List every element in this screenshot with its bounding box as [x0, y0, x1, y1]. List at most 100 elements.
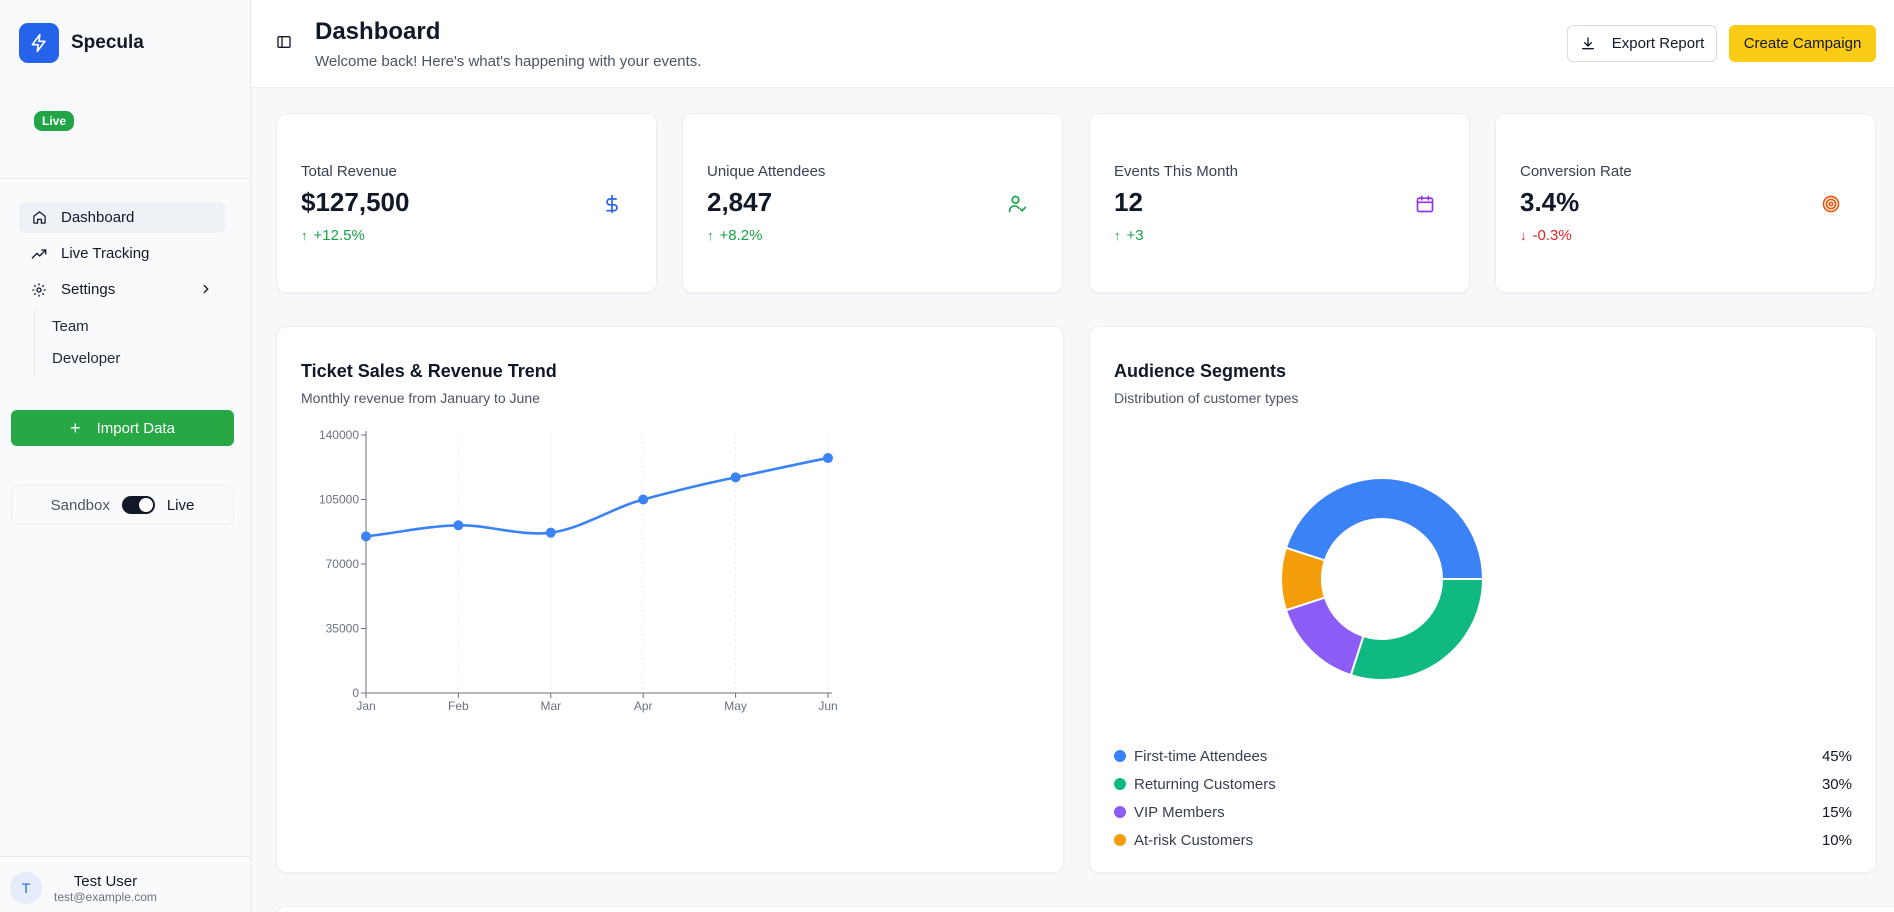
y-tick-label: 105000 [319, 493, 359, 507]
legend-item: First-time Attendees 45% [1114, 742, 1852, 770]
audience-donut-chart [1280, 477, 1485, 681]
legend-label: VIP Members [1134, 803, 1225, 821]
stat-delta: ↓ -0.3% [1520, 227, 1572, 244]
arrow-up-icon: ↑ [1114, 228, 1121, 243]
data-point [453, 520, 464, 531]
live-label: Live [166, 496, 195, 514]
stat-delta-value: +3 [1126, 227, 1144, 244]
legend-item: At-risk Customers 10% [1114, 826, 1852, 854]
main-content: Dashboard Welcome back! Here's what's ha… [251, 0, 1894, 912]
legend-swatch [1114, 750, 1126, 762]
panel-subtitle: Distribution of customer types [1114, 390, 1299, 406]
stat-value: 3.4% [1520, 187, 1580, 217]
x-tick-label: Feb [448, 699, 469, 713]
sidebar-item-team[interactable]: Team [52, 317, 89, 335]
stat-value: 12 [1114, 187, 1143, 217]
legend-value: 10% [1821, 831, 1852, 849]
sandbox-label: Sandbox [50, 496, 110, 514]
stat-card-conversion-rate: Conversion Rate 3.4% ↓ -0.3% [1495, 113, 1876, 293]
user-email: test@example.com [54, 889, 157, 904]
data-point [823, 453, 833, 464]
sidebar-item-developer[interactable]: Developer [52, 349, 121, 367]
import-data-button[interactable]: + Import Data [11, 410, 234, 446]
create-campaign-button[interactable]: Create Campaign [1729, 25, 1876, 62]
stat-value: $127,500 [301, 187, 410, 217]
x-tick-label: Mar [540, 699, 561, 713]
panel-title: Audience Segments [1114, 361, 1287, 381]
next-card [276, 906, 1894, 912]
brand-name: Specula [71, 32, 144, 53]
header: Dashboard Welcome back! Here's what's ha… [251, 0, 1894, 88]
stat-label: Total Revenue [301, 163, 397, 180]
data-point [730, 472, 741, 483]
user-name: Test User [73, 872, 138, 890]
stat-delta-value: -0.3% [1532, 227, 1572, 244]
revenue-trend-panel: Ticket Sales & Revenue Trend Monthly rev… [276, 326, 1064, 873]
data-point [638, 494, 649, 505]
x-tick-label: May [724, 699, 747, 713]
data-point [545, 527, 556, 538]
audience-segments-panel: Audience Segments Distribution of custom… [1089, 326, 1877, 873]
stat-delta-value: +8.2% [719, 227, 763, 244]
stat-delta: ↑ +12.5% [301, 227, 365, 244]
legend-item: VIP Members 15% [1114, 798, 1852, 826]
legend-value: 45% [1821, 747, 1852, 765]
sidebar-item-label: Live Tracking [61, 245, 150, 262]
export-report-button[interactable]: Export Report [1567, 25, 1717, 62]
stat-delta: ↑ +8.2% [707, 227, 762, 244]
stat-label: Unique Attendees [707, 163, 826, 180]
settings-subnav: Team Developer [34, 310, 225, 374]
x-tick-label: Apr [634, 699, 653, 713]
lightning-logo-icon [19, 23, 59, 63]
live-status-badge: Live [34, 111, 75, 131]
stat-label: Events This Month [1114, 163, 1238, 180]
x-tick-label: Jan [356, 699, 375, 713]
calendar-icon [1405, 184, 1445, 224]
y-tick-label: 0 [352, 686, 359, 700]
y-tick-label: 140000 [319, 428, 359, 442]
live-mode-toggle[interactable] [121, 496, 155, 514]
panel-title: Ticket Sales & Revenue Trend [301, 361, 557, 381]
sidebar-item-label: Settings [61, 281, 116, 298]
chevron-right-icon[interactable] [199, 282, 213, 300]
panel-subtitle: Monthly revenue from January to June [301, 390, 540, 406]
legend-label: First-time Attendees [1134, 747, 1268, 765]
toggle-knob [138, 498, 153, 512]
sidebar-toggle-icon[interactable] [276, 34, 292, 55]
sidebar-nav: Dashboard Live Tracking Settings Team D [19, 202, 225, 374]
stat-value: 2,847 [707, 187, 773, 217]
user-profile[interactable]: T Test User test@example.com [10, 872, 157, 904]
segments-legend: First-time Attendees 45% Returning Custome… [1114, 742, 1852, 854]
user-check-icon [998, 184, 1038, 224]
stat-card-total-revenue: Total Revenue $127,500 ↑ +12.5% [276, 113, 657, 293]
home-icon [31, 210, 47, 226]
brand[interactable]: Specula [19, 23, 144, 63]
avatar: T [10, 872, 42, 904]
x-tick-label: Jun [818, 699, 837, 713]
revenue-series-line [365, 456, 829, 538]
legend-value: 30% [1821, 775, 1852, 793]
stat-card-unique-attendees: Unique Attendees 2,847 ↑ +8.2% [682, 113, 1063, 293]
page-title: Dashboard [315, 18, 441, 45]
stat-label: Conversion Rate [1520, 163, 1632, 180]
divider [0, 856, 250, 857]
legend-item: Returning Customers 30% [1114, 770, 1852, 798]
donut-slice [1284, 477, 1485, 580]
import-data-label: Import Data [96, 419, 175, 437]
y-tick-label: 35000 [326, 622, 360, 636]
stat-card-events-this-month: Events This Month 12 ↑ +3 [1089, 113, 1470, 293]
donut-slice [1349, 578, 1485, 681]
environment-switch: Sandbox Live [11, 485, 234, 525]
stat-delta-value: +12.5% [313, 227, 365, 244]
sidebar-item-label: Dashboard [61, 209, 135, 226]
sidebar-item-dashboard[interactable]: Dashboard [19, 202, 225, 233]
sidebar-item-live-tracking[interactable]: Live Tracking [19, 238, 225, 269]
data-point [361, 531, 371, 542]
arrow-down-icon: ↓ [1520, 228, 1527, 243]
trending-up-icon [31, 246, 47, 262]
gear-icon [31, 282, 47, 298]
donut-slice [1284, 596, 1365, 677]
sidebar-item-settings[interactable]: Settings [19, 274, 225, 305]
download-icon [1580, 36, 1596, 52]
target-icon [1811, 184, 1851, 224]
